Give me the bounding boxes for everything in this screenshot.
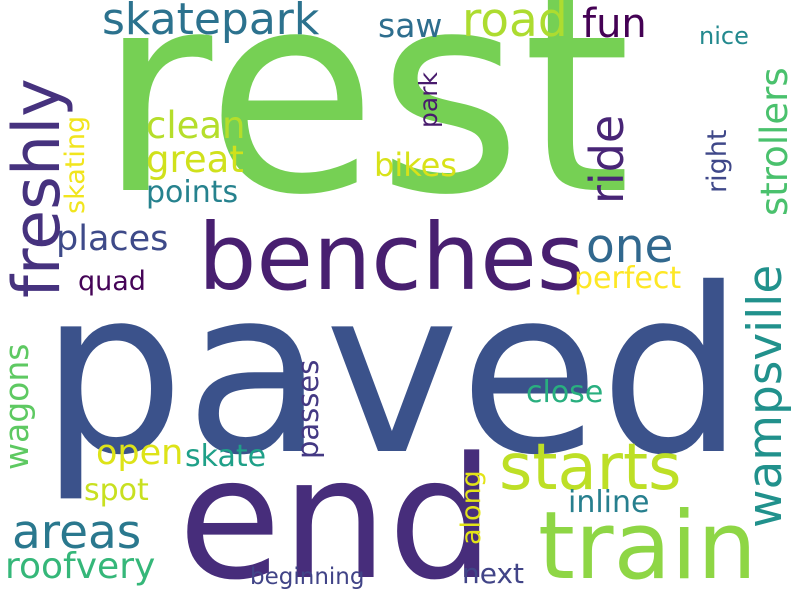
- word-skatepark: skatepark: [102, 0, 320, 45]
- word-next: next: [462, 557, 525, 590]
- word-along: along: [456, 470, 487, 545]
- word-clean: clean: [146, 104, 246, 147]
- word-perfect: perfect: [574, 261, 682, 296]
- word-fun: fun: [582, 1, 647, 47]
- word-benches: benches: [198, 204, 585, 311]
- word-bikes: bikes: [374, 146, 457, 184]
- word-train: train: [538, 492, 757, 600]
- word-roofvery: roofvery: [5, 546, 156, 587]
- word-paved: paved: [40, 239, 745, 505]
- word-close: close: [526, 375, 604, 410]
- word-areas: areas: [12, 505, 142, 560]
- word-wagons: wagons: [0, 343, 36, 470]
- word-quad: quad: [78, 266, 146, 297]
- word-wampsville: wampsville: [738, 264, 793, 528]
- word-inline: inline: [568, 485, 650, 520]
- word-great: great: [146, 138, 244, 181]
- word-skating: skating: [60, 115, 91, 214]
- word-skate: skate: [185, 439, 267, 474]
- word-places: places: [56, 219, 169, 259]
- word-passes: passes: [291, 359, 325, 459]
- word-rest: rest: [98, 0, 632, 256]
- word-open: open: [96, 433, 184, 473]
- word-one: one: [586, 219, 674, 274]
- word-end: end: [178, 421, 495, 600]
- word-spot: spot: [84, 473, 149, 508]
- word-beginning: beginning: [250, 564, 365, 590]
- word-nice: nice: [699, 22, 749, 50]
- word-starts: starts: [499, 431, 682, 505]
- word-points: points: [146, 175, 239, 210]
- word-right: right: [702, 129, 733, 193]
- word-park: park: [414, 72, 443, 128]
- word-ride: ride: [580, 114, 634, 204]
- word-road: road: [462, 0, 568, 48]
- word-strollers: strollers: [753, 67, 796, 216]
- word-saw: saw: [378, 6, 443, 45]
